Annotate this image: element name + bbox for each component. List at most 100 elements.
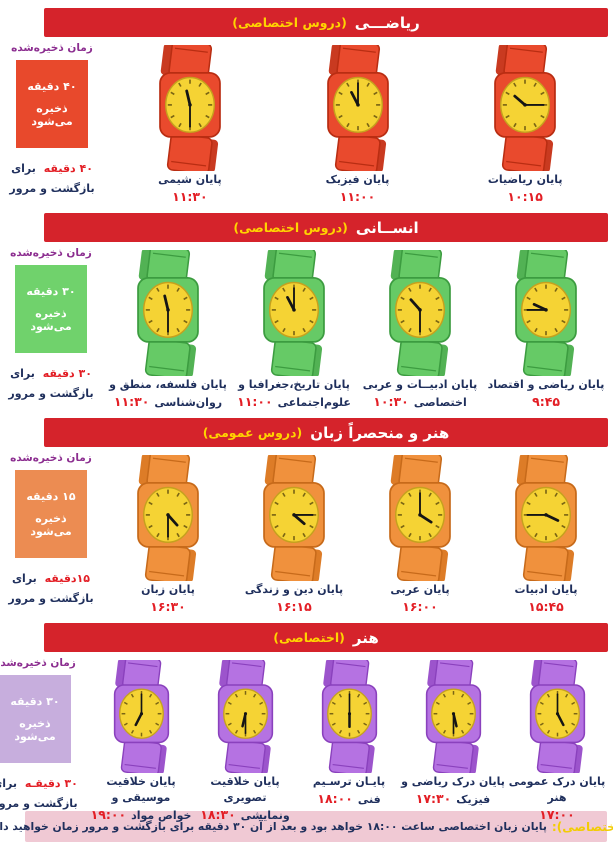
saved-caption: ذخیره می‌شود bbox=[31, 102, 73, 128]
exam-name-line2: ۹:۴۵ bbox=[483, 393, 609, 412]
exam-name-line2: فنی ۱۸:۰۰ bbox=[297, 790, 401, 809]
section-subtitle: (دروس اختصاصی) bbox=[232, 15, 347, 30]
exam-name-line2: ۱۰:۱۵ bbox=[462, 188, 588, 207]
exam-watch-item: پایان درک عمومی هنر ۱۷:۰۰ bbox=[505, 660, 609, 825]
exam-end-time: ۱۶:۰۰ bbox=[402, 598, 438, 614]
exam-name: پایان فیزیک bbox=[325, 173, 390, 186]
saved-time-block: ۳۰ دقیقه ذخیره می‌شود bbox=[15, 265, 87, 353]
review-note-line2: بازگشت و مرور bbox=[9, 181, 95, 195]
watch-row: پایان ریاضی و اقتصاد ۹:۴۵ پایان ادبیــات … bbox=[103, 242, 613, 414]
section-art-language-general: هنر و منحصراً زبان (دروس عمومی) پایان ادب… bbox=[0, 418, 613, 619]
exam-watch-item: پایان زبان ۱۶:۳۰ bbox=[105, 455, 231, 617]
watch-row: پایان درک عمومی هنر ۱۷:۰۰ پایان درک ریاضی… bbox=[87, 652, 613, 822]
exam-end-time: ۱۶:۱۵ bbox=[276, 598, 312, 614]
section-body: پایان درک عمومی هنر ۱۷:۰۰ پایان درک ریاضی… bbox=[0, 652, 613, 822]
section-humanities: انســانی (دروس اختصاصی) پایان ریاضی و اقت… bbox=[0, 213, 613, 414]
exam-watch-item: پایان خلاقیت موسیقی و خواص مواد ۱۹:۰۰ bbox=[89, 660, 193, 825]
section-subtitle: (اختصاصی) bbox=[273, 630, 345, 645]
exam-name: پایان فلسفه، منطق و bbox=[109, 378, 227, 391]
exam-name-part2: فنی bbox=[357, 792, 381, 806]
saved-caption: ذخیره می‌شود bbox=[30, 512, 72, 538]
review-note-for: برای bbox=[10, 367, 35, 380]
exam-name: پایان ریاضیات bbox=[487, 173, 563, 186]
sections-container: ریاضـــی (دروس اختصاصی) پایان ریاضیات ۱۰:۱… bbox=[0, 8, 613, 822]
wristwatch-icon bbox=[297, 660, 401, 773]
exam-name-part2: روان‌شناسی bbox=[154, 395, 223, 409]
exam-name: پایان خلاقیت تصویری bbox=[210, 775, 280, 804]
exam-name: پایان ریاضی و اقتصاد bbox=[487, 378, 605, 391]
review-minutes: ۳۰ دقیقه bbox=[42, 367, 92, 380]
exam-name: پایان دین و زندگی bbox=[244, 583, 344, 596]
exam-name-line2: ۱۶:۰۰ bbox=[357, 598, 483, 617]
exam-name-part2: خواص مواد bbox=[131, 808, 192, 822]
section-title: ریاضـــی bbox=[354, 13, 420, 32]
exam-name: پایان درک عمومی هنر bbox=[508, 775, 606, 804]
saved-time-block: ۴۰ دقیقه ذخیره می‌شود bbox=[16, 60, 88, 148]
review-minutes: ۳۰ دقیقـه bbox=[24, 777, 78, 790]
saved-time-heading: زمان ذخیره‌شده bbox=[0, 657, 76, 669]
exam-end-time: ۱۶:۳۰ bbox=[150, 598, 186, 614]
exam-name-line2: ۱۶:۳۰ bbox=[105, 598, 231, 617]
section-subtitle: (دروس اختصاصی) bbox=[233, 220, 348, 235]
footer-text: پایان زبان اختصاصی ساعت ۱۸:۰۰ خواهد بود … bbox=[0, 820, 547, 833]
exam-name-line2: اختصاصی ۱۰:۳۰ bbox=[357, 393, 483, 412]
saved-time-panel: زمان ذخیره‌شده ۳۰ دقیقه ذخیره می‌شود ۳۰ دقی… bbox=[0, 242, 103, 414]
section-subtitle: (دروس عمومی) bbox=[202, 425, 303, 440]
wristwatch-icon bbox=[193, 660, 297, 773]
exam-end-time: ۱۸:۳۰ bbox=[200, 806, 236, 822]
review-note-line1: ۱۵دقیقه برای bbox=[0, 569, 103, 589]
review-note-line1: ۳۰ دقیقـه برای bbox=[0, 774, 87, 794]
review-note-line1: ۴۰ دقیقه برای bbox=[0, 159, 104, 179]
wristwatch-icon bbox=[295, 45, 421, 171]
exam-name-part2: فیزیک bbox=[456, 792, 491, 806]
footer-note-bar: زبان (اختصاصی): پایان زبان اختصاصی ساعت … bbox=[0, 811, 613, 842]
exam-watch-item: پایان ادبیــات و عربی اختصاصی ۱۰:۳۰ bbox=[357, 250, 483, 412]
footer-lead-paren: (اختصاصی): bbox=[551, 819, 613, 834]
section-title: هنر bbox=[352, 628, 379, 647]
exam-name-line2: ۱۶:۱۵ bbox=[231, 598, 357, 617]
saved-minutes: ۱۵ دقیقه bbox=[26, 490, 76, 503]
saved-time-panel: زمان ذخیره‌شده ۳۰ دقیقه ذخیره می‌شود ۳۰ دقی… bbox=[0, 652, 87, 810]
exam-name-line2: ۱۱:۳۰ bbox=[127, 188, 253, 207]
review-note: ۴۰ دقیقه برای بازگشت و مرور bbox=[0, 159, 104, 199]
exam-watch-item: پایـان ترسـیم فنی ۱۸:۰۰ bbox=[297, 660, 401, 809]
wristwatch-icon bbox=[105, 250, 231, 376]
saved-time-block: ۱۵ دقیقه ذخیره می‌شود bbox=[15, 470, 87, 558]
exam-watch-item: پایان فلسفه، منطق و روان‌شناسی ۱۱:۳۰ bbox=[105, 250, 231, 412]
review-note-for: برای bbox=[11, 572, 37, 585]
wristwatch-icon bbox=[231, 455, 357, 581]
watch-row: پایان ریاضیات ۱۰:۱۵ پایان فیزیک ۱۱:۰۰ پایا… bbox=[104, 37, 613, 209]
exam-name: پایان خلاقیت موسیقی و bbox=[106, 775, 176, 804]
saved-time-block: ۳۰ دقیقه ذخیره می‌شود bbox=[0, 675, 71, 763]
wristwatch-icon bbox=[483, 455, 609, 581]
exam-end-time: ۱۹:۰۰ bbox=[90, 806, 127, 822]
saved-caption: ذخیره می‌شود bbox=[14, 717, 56, 743]
review-note-for: برای bbox=[0, 777, 18, 790]
watch-row: پایان ادبیات ۱۵:۴۵ پایان عربی ۱۶:۰۰ پایان … bbox=[103, 447, 613, 619]
section-art-specialized: هنر (اختصاصی) پایان درک عمومی هنر ۱۷:۰۰ پا… bbox=[0, 623, 613, 822]
wristwatch-icon bbox=[89, 660, 193, 773]
wristwatch-icon bbox=[127, 45, 253, 171]
exam-watch-item: پایان دین و زندگی ۱۶:۱۵ bbox=[231, 455, 357, 617]
exam-name-line2: ۱۷:۰۰ bbox=[505, 806, 609, 825]
wristwatch-icon bbox=[483, 250, 609, 376]
exam-name-part2: اختصاصی bbox=[413, 395, 467, 409]
saved-time-panel: زمان ذخیره‌شده ۴۰ دقیقه ذخیره می‌شود ۴۰ دقی… bbox=[0, 37, 104, 209]
section-header: ریاضـــی (دروس اختصاصی) bbox=[44, 8, 608, 37]
exam-watch-item: پایان عربی ۱۶:۰۰ bbox=[357, 455, 483, 617]
saved-time-heading: زمان ذخیره‌شده bbox=[11, 42, 93, 54]
section-body: پایان ریاضیات ۱۰:۱۵ پایان فیزیک ۱۱:۰۰ پایا… bbox=[0, 37, 613, 209]
review-note-for: برای bbox=[11, 162, 36, 175]
exam-watch-item: پایان ریاضی و اقتصاد ۹:۴۵ bbox=[483, 250, 609, 412]
exam-name: پایـان ترسـیم bbox=[312, 775, 386, 788]
section-title: هنر و منحصراً زبان bbox=[310, 423, 450, 442]
exam-end-time: ۱۸:۰۰ bbox=[317, 790, 353, 806]
wristwatch-icon bbox=[462, 45, 588, 171]
wristwatch-icon bbox=[231, 250, 357, 376]
wristwatch-icon bbox=[357, 250, 483, 376]
saved-minutes: ۴۰ دقیقه bbox=[27, 80, 77, 93]
saved-minutes: ۳۰ دقیقه bbox=[10, 695, 60, 708]
exam-name: پایان عربی bbox=[390, 583, 450, 596]
exam-name: پایان درک ریاضی و bbox=[401, 775, 505, 788]
exam-end-time: ۱۱:۰۰ bbox=[237, 393, 273, 409]
